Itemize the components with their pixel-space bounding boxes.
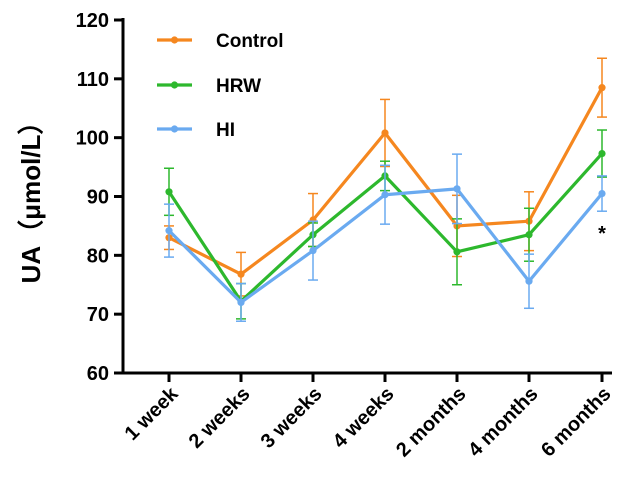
y-tick-label: 80	[87, 245, 109, 267]
legend-label: HI	[216, 120, 235, 141]
y-tick-label: 110	[77, 69, 109, 91]
legend-item-control: Control	[157, 31, 284, 52]
legend: Control HRW HI	[157, 31, 284, 141]
legend-marker	[170, 125, 179, 133]
legend-label: Control	[216, 31, 284, 52]
x-tick-label: 6 months	[537, 383, 615, 461]
x-tick-label: 4 months	[464, 383, 542, 461]
data-point	[525, 231, 533, 239]
data-point	[237, 298, 245, 306]
y-tick-label: 90	[87, 187, 109, 209]
y-tick-label: 100	[76, 128, 109, 150]
data-point	[381, 129, 389, 137]
y-axis-label: UA（μmol/L）	[16, 109, 46, 284]
data-point	[598, 189, 606, 198]
legend-marker	[170, 81, 179, 89]
x-tick-label: 4 weeks	[329, 383, 399, 453]
x-tick-label: 3 weeks	[257, 383, 327, 453]
series-hi	[164, 153, 607, 322]
data-point	[165, 188, 173, 196]
data-point	[381, 191, 389, 199]
y-tick-label: 60	[87, 363, 109, 385]
data-point	[598, 149, 606, 158]
y-tick-label: 120	[76, 10, 109, 32]
data-point	[453, 248, 461, 256]
legend-label: HRW	[216, 76, 261, 97]
legend-item-hi: HI	[157, 120, 235, 141]
legend-marker	[170, 36, 179, 44]
x-tick-label: 1 week	[121, 382, 184, 445]
significance-annotation: *	[598, 223, 606, 245]
data-point	[525, 277, 533, 285]
data-point	[309, 247, 317, 255]
legend-item-hrw: HRW	[157, 76, 261, 97]
data-point	[598, 84, 606, 92]
x-tick-label: 2 weeks	[185, 383, 255, 453]
x-tick-label: 2 months	[392, 383, 470, 461]
data-point	[453, 185, 461, 193]
y-tick-label: 70	[87, 304, 109, 326]
axes: 60 70 80 90 100 110 120 1 week 2 weeks 3 weeks 4 w…	[76, 10, 616, 461]
data-point	[165, 227, 173, 235]
series-layer: *	[164, 57, 607, 322]
data-point	[237, 270, 245, 278]
